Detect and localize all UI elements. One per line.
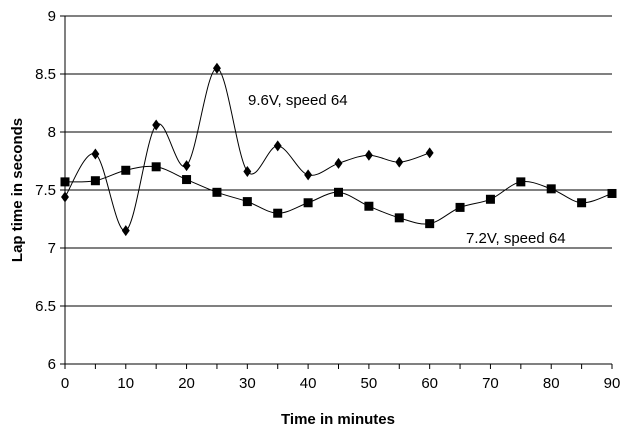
data-point-square	[425, 219, 435, 229]
y-tick-label: 8	[48, 124, 56, 141]
x-axis-title: Time in minutes	[281, 411, 395, 428]
data-point-diamond	[152, 119, 161, 131]
data-point-square	[334, 187, 343, 197]
x-tick-label: 10	[117, 375, 134, 392]
y-tick-label: 6.5	[35, 298, 56, 315]
data-point-square	[364, 201, 374, 211]
data-point-square	[151, 162, 161, 172]
x-tick-label: 30	[239, 375, 256, 392]
x-tick-label: 70	[482, 375, 499, 392]
data-point-diamond	[425, 147, 434, 159]
y-tick-label: 9	[48, 8, 56, 25]
data-point-square	[607, 188, 617, 198]
data-point-square	[121, 165, 131, 175]
x-tick-label: 60	[421, 375, 438, 392]
series-markers	[60, 62, 617, 237]
y-axis-title: Lap time in seconds	[9, 118, 26, 262]
data-point-square	[60, 177, 70, 187]
data-point-diamond	[364, 149, 373, 161]
data-point-square	[212, 187, 222, 197]
data-point-square	[242, 197, 252, 207]
x-tick-label: 90	[604, 375, 620, 392]
data-point-diamond	[304, 169, 313, 181]
data-point-square	[455, 202, 465, 212]
data-point-diamond	[121, 225, 130, 237]
data-point-square	[546, 184, 556, 194]
y-tick-label: 7	[48, 240, 56, 257]
data-point-diamond	[395, 156, 404, 168]
data-point-diamond	[61, 191, 69, 203]
data-point-diamond	[91, 148, 100, 160]
data-point-diamond	[243, 165, 252, 177]
y-tick-labels: 6 6.5 7 7.5 8 8.5 9	[35, 8, 56, 373]
x-tick-label: 50	[361, 375, 378, 392]
data-point-square	[485, 194, 495, 204]
data-point-square	[394, 213, 404, 223]
annotation-series-7-2v: 7.2V, speed 64	[466, 230, 566, 247]
data-point-square	[516, 177, 526, 187]
x-tick-label: 20	[178, 375, 195, 392]
data-point-diamond	[212, 62, 221, 74]
data-point-diamond	[334, 157, 343, 169]
data-point-square	[182, 175, 192, 185]
x-tick-label: 0	[61, 375, 69, 392]
data-point-square	[577, 198, 587, 208]
data-point-diamond	[273, 140, 282, 152]
data-point-square	[303, 198, 313, 208]
data-point-square	[273, 208, 283, 218]
x-tick-labels: 0 10 20 30 40 50 60 70 80 90	[61, 375, 620, 392]
y-tick-label: 6	[48, 356, 56, 373]
data-point-square	[90, 176, 100, 186]
y-tick-label: 8.5	[35, 66, 56, 83]
annotation-series-9-6v: 9.6V, speed 64	[248, 92, 348, 109]
annotations: 9.6V, speed 64 7.2V, speed 64	[248, 92, 566, 247]
x-tick-label: 40	[300, 375, 317, 392]
axes	[60, 15, 613, 369]
y-tick-label: 7.5	[35, 182, 56, 199]
x-tick-label: 80	[543, 375, 560, 392]
data-point-diamond	[182, 160, 191, 172]
